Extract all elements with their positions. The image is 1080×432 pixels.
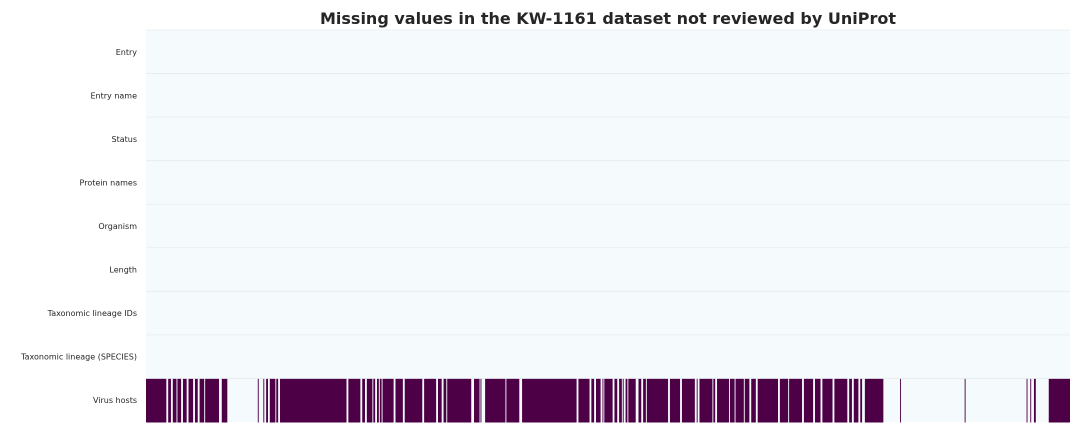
heatmap-row-7 [146,334,1070,379]
missing-cell-35 [591,378,595,423]
missing-cell-53 [729,378,735,423]
missing-cell-59 [789,378,803,423]
missing-cell-68 [899,378,901,423]
missing-cell-12 [266,378,268,423]
missing-cell-17 [362,378,365,423]
missing-cell-0 [146,378,167,423]
missing-cell-46 [646,378,669,423]
missing-cell-48 [681,378,695,423]
missing-cell-49 [696,378,698,423]
y-tick-label: Entry [116,48,138,57]
missing-cell-40 [619,378,622,423]
heatmap-row-1 [146,73,1070,118]
missing-cell-23 [395,378,403,423]
y-tick-label: Organism [98,222,137,231]
y-tick-label: Protein names [80,178,137,187]
missing-cell-8 [205,378,219,423]
missing-cell-9 [221,378,228,423]
missing-cell-39 [614,378,618,423]
heatmap-cells [146,30,1070,423]
missing-cell-47 [669,378,681,423]
heatmap-row-2 [146,117,1070,161]
y-tick-labels: Entry Entry name Status Protein names Organi… [20,48,137,405]
missing-cell-45 [643,378,646,423]
missing-cell-30 [480,378,482,423]
y-tick-label: Taxonomic lineage (SPECIES) [20,353,137,362]
missing-cell-2 [172,378,177,423]
missing-cell-29 [474,378,480,423]
missing-cell-5 [188,378,194,423]
missing-cell-28 [447,378,472,423]
missing-cell-63 [834,378,848,423]
missing-cell-16 [348,378,361,423]
missing-cell-64 [849,378,852,423]
missing-cell-42 [625,378,628,423]
missing-cell-37 [602,378,604,423]
missing-cell-54 [735,378,744,423]
missing-cell-22 [382,378,394,423]
missing-cell-7 [199,378,205,423]
missing-cell-18 [366,378,373,423]
missing-cell-3 [177,378,182,423]
missing-cell-11 [263,378,265,423]
missing-cell-71 [1030,378,1032,423]
y-tick-label: Taxonomic lineage IDs [47,309,137,318]
missing-cell-65 [853,378,859,423]
heatmap-row-0 [146,30,1070,74]
heatmap-row-4 [146,204,1070,248]
missing-cell-44 [638,378,642,423]
missing-cell-1 [168,378,171,423]
missing-cell-58 [779,378,789,423]
missing-cell-20 [377,378,379,423]
missing-cell-31 [485,378,506,423]
y-tick-label: Entry name [90,91,137,100]
missing-cell-32 [506,378,520,423]
missing-cell-50 [699,378,713,423]
missing-cell-36 [595,378,601,423]
heatmap-row-3 [146,160,1070,205]
missing-cell-61 [814,378,821,423]
missing-cell-73 [1048,378,1070,423]
missing-cell-66 [860,378,863,423]
missing-cell-70 [1026,378,1028,423]
missing-cell-15 [279,378,347,423]
y-tick-label: Status [112,135,138,144]
y-tick-label: Virus hosts [93,396,137,405]
missing-cell-72 [1033,378,1036,423]
missing-cell-43 [628,378,636,423]
chart-title: Missing values in the KW-1161 dataset no… [320,9,896,28]
heatmap-row-6 [146,291,1070,335]
missing-cell-13 [269,378,276,423]
missing-cell-62 [822,378,833,423]
missing-cell-26 [437,378,442,423]
missing-cell-34 [578,378,590,423]
missing-cell-4 [182,378,187,423]
missing-cell-67 [864,378,884,423]
heatmap-grid [146,29,1070,379]
missing-cell-14 [276,378,279,423]
missing-cell-51 [713,378,716,423]
missing-cell-41 [622,378,624,423]
missing-cell-52 [717,378,730,423]
missing-cell-56 [751,378,756,423]
missing-cell-25 [424,378,437,423]
missing-cell-10 [257,378,259,423]
missing-cell-27 [443,378,447,423]
missing-cell-19 [373,378,376,423]
missing-cell-33 [522,378,577,423]
y-tick-label: Length [109,266,137,275]
missing-cell-69 [964,378,966,423]
heatmap-row-5 [146,247,1070,292]
missing-cell-24 [404,378,423,423]
missing-cell-21 [379,378,382,423]
missing-cell-6 [194,378,198,423]
missing-cell-60 [803,378,814,423]
missing-cell-38 [604,378,613,423]
missing-cell-57 [757,378,779,423]
missing-cell-55 [744,378,750,423]
